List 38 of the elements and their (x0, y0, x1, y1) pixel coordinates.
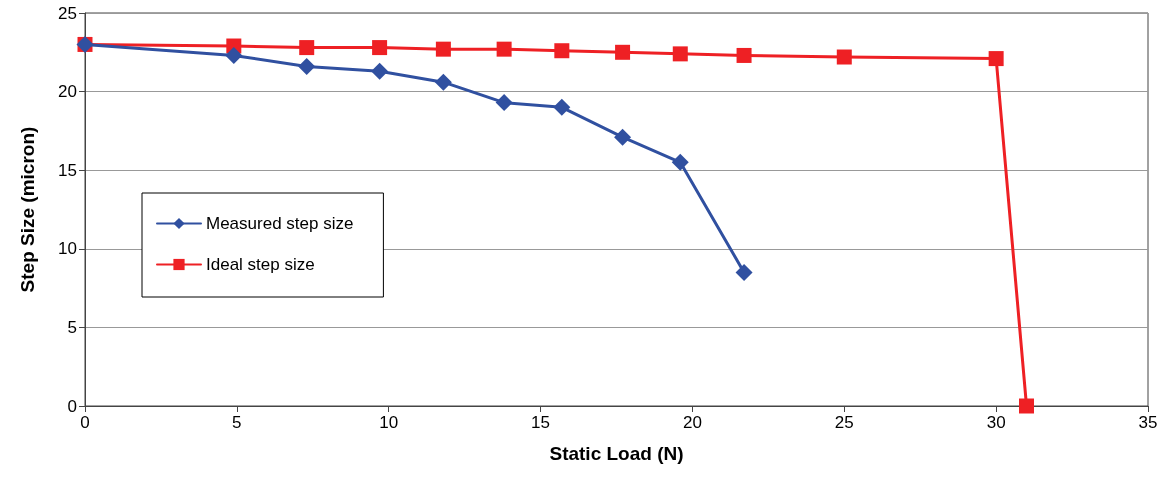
y-tick-label: 10 (58, 239, 77, 259)
legend-label: Measured step size (206, 214, 354, 233)
point (1019, 398, 1035, 414)
y-tick-label: 5 (67, 317, 77, 337)
point (434, 73, 452, 91)
x-tick-label: 25 (834, 413, 854, 432)
x-tick-label: 5 (232, 413, 242, 432)
point (672, 46, 688, 62)
point (371, 62, 389, 80)
point (836, 49, 852, 65)
x-tick-label: 35 (1138, 413, 1158, 432)
point (988, 51, 1004, 67)
x-tick-label: 15 (531, 413, 551, 432)
x-axis-title: Static Load (N) (549, 443, 684, 464)
point (554, 43, 570, 59)
x-tick-label: 0 (80, 413, 90, 432)
point (735, 263, 753, 281)
point (615, 44, 631, 60)
point (299, 40, 315, 56)
y-tick-label: 20 (58, 82, 77, 102)
y-tick-label: 0 (67, 396, 77, 416)
point (671, 153, 689, 171)
y-axis-title: Step Size (micron) (17, 126, 38, 293)
x-tick-label: 20 (682, 413, 702, 432)
y-tick-label: 15 (58, 160, 77, 180)
x-tick-label: 30 (986, 413, 1006, 432)
point (435, 41, 451, 57)
point (736, 47, 752, 63)
point (298, 57, 316, 75)
point (225, 46, 243, 64)
x-tick-label: 10 (379, 413, 399, 432)
point (614, 128, 632, 146)
point (372, 40, 388, 56)
point (496, 41, 512, 57)
legend-label: Ideal step size (206, 255, 315, 274)
point (495, 94, 513, 112)
point (553, 98, 571, 116)
y-tick-label: 25 (58, 3, 77, 23)
